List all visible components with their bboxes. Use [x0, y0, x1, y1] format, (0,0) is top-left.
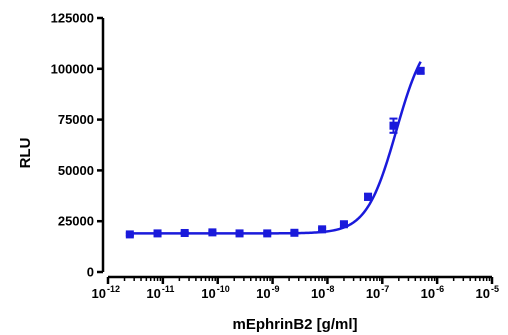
x-axis: 10 -12 10 -11 10 -10 10 -9 10 -8 10 -7 10 -6 10 -5: [92, 275, 499, 301]
x-tick-label-exponent: -11: [162, 284, 175, 294]
y-tick-label: 50000: [58, 163, 94, 178]
y-axis-title: RLU: [17, 138, 34, 169]
y-tick-label: 125000: [51, 11, 94, 26]
data-points-group: [125, 66, 425, 239]
data-point: [208, 228, 217, 237]
fit-curve-group: [129, 61, 422, 235]
x-tick-label-base: 10: [366, 286, 380, 301]
x-tick-label-base: 10: [92, 286, 106, 301]
x-tick-label-exponent: -8: [326, 284, 334, 294]
x-tick-label-exponent: -6: [436, 284, 444, 294]
x-tick-label-exponent: -12: [107, 284, 120, 294]
x-tick-label-base: 10: [476, 286, 490, 301]
y-axis: 0 25000 50000 75000 100000 125000: [51, 11, 105, 280]
data-point: [153, 229, 162, 238]
data-point: [125, 230, 134, 239]
y-tick-label: 100000: [51, 61, 94, 76]
data-point: [389, 121, 398, 130]
y-tick-label: 25000: [58, 214, 94, 229]
x-tick-label-exponent: -10: [217, 284, 230, 294]
x-tick-label-base: 10: [201, 286, 215, 301]
x-tick-label-base: 10: [146, 286, 160, 301]
x-axis-title: mEphrinB2 [g/ml]: [232, 316, 357, 333]
data-point: [235, 229, 244, 238]
data-point: [318, 225, 327, 234]
y-tick-label: 75000: [58, 112, 94, 127]
x-tick-label-exponent: -7: [381, 284, 389, 294]
x-tick-label-base: 10: [421, 286, 435, 301]
y-tick-label: 0: [87, 265, 94, 280]
data-point: [180, 228, 189, 237]
data-point: [290, 228, 299, 237]
x-tick-label-exponent: -5: [491, 284, 499, 294]
data-point: [364, 192, 373, 201]
data-point: [263, 229, 272, 238]
x-tick-label-base: 10: [256, 286, 270, 301]
x-tick-label-exponent: -9: [272, 284, 280, 294]
x-tick-label-base: 10: [311, 286, 325, 301]
data-point: [339, 220, 348, 229]
data-point: [416, 66, 425, 75]
fit-curve: [129, 61, 422, 235]
